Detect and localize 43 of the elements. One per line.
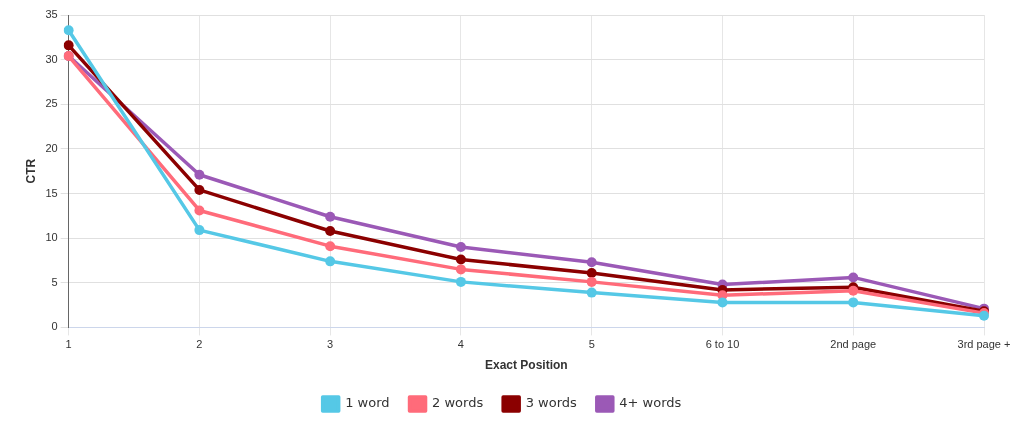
x-axis-title: Exact Position	[484, 358, 568, 373]
y-axis-title: CTR	[23, 158, 38, 184]
point	[586, 276, 597, 287]
y-tick-label: 35	[45, 8, 58, 21]
y-tick-label: 20	[45, 141, 58, 154]
point	[194, 169, 205, 180]
point	[848, 297, 859, 308]
point	[455, 264, 466, 275]
point	[325, 256, 336, 267]
point	[455, 242, 466, 253]
x-tick-label: 3	[327, 338, 334, 351]
x-tick-label: 1	[65, 338, 72, 351]
y-tick-label: 5	[51, 275, 58, 288]
point	[455, 276, 466, 287]
point	[848, 272, 859, 283]
y-tick-label: 15	[45, 186, 58, 199]
point	[194, 184, 205, 195]
point	[586, 267, 597, 278]
point	[455, 254, 466, 265]
y-tick-label: 25	[45, 97, 58, 110]
point	[586, 287, 597, 298]
x-tick-label: 2nd page	[830, 338, 877, 351]
point	[325, 211, 336, 222]
legend-label: 1 word	[345, 395, 390, 411]
x-tick-label: 4	[457, 338, 464, 351]
x-tick-label: 5	[588, 338, 595, 351]
y-tick-label: 30	[45, 52, 58, 65]
y-tick-label: 10	[45, 231, 58, 244]
point	[325, 241, 336, 252]
y-tick-label: 0	[51, 320, 58, 333]
point	[325, 226, 336, 236]
legend-label: 2 words	[432, 395, 484, 411]
point	[194, 225, 205, 236]
legend-label: 3 words	[525, 395, 578, 411]
x-tick-label: 6 to 10	[705, 338, 740, 351]
x-tick-label: 2	[196, 338, 203, 351]
legend-label: 4+ words	[619, 395, 682, 411]
point	[63, 40, 74, 51]
point	[63, 25, 74, 36]
point	[586, 257, 597, 268]
point	[194, 205, 205, 216]
x-tick-label: 3rd page +	[957, 338, 1011, 351]
point	[717, 297, 728, 308]
